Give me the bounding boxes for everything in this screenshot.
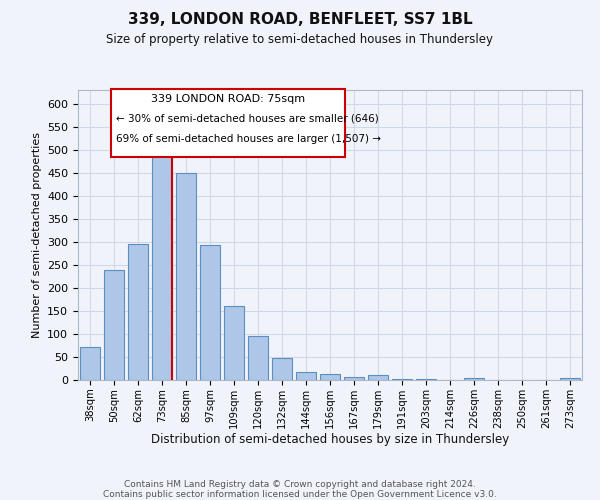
Text: 339, LONDON ROAD, BENFLEET, SS7 1BL: 339, LONDON ROAD, BENFLEET, SS7 1BL [128,12,472,28]
Bar [272,358,292,380]
Text: 69% of semi-detached houses are larger (1,507) →: 69% of semi-detached houses are larger (… [116,134,381,143]
Bar [176,173,196,380]
Bar [416,379,436,380]
Bar [344,377,364,380]
Bar [248,336,268,380]
Bar [464,378,484,380]
Text: Distribution of semi-detached houses by size in Thundersley: Distribution of semi-detached houses by … [151,432,509,446]
Bar [80,347,100,380]
Bar [152,156,172,380]
Text: Size of property relative to semi-detached houses in Thundersley: Size of property relative to semi-detach… [107,32,493,46]
Text: ← 30% of semi-detached houses are smaller (646): ← 30% of semi-detached houses are smalle… [116,113,379,123]
Bar [296,372,316,380]
Bar [560,378,580,380]
Text: Contains HM Land Registry data © Crown copyright and database right 2024.
Contai: Contains HM Land Registry data © Crown c… [103,480,497,500]
Bar [224,306,244,380]
Bar [200,245,220,380]
FancyBboxPatch shape [111,88,345,156]
Bar [368,376,388,380]
Bar [104,270,124,380]
Y-axis label: Number of semi-detached properties: Number of semi-detached properties [32,132,41,338]
Bar [392,379,412,380]
Bar [320,374,340,380]
Bar [128,244,148,380]
Text: 339 LONDON ROAD: 75sqm: 339 LONDON ROAD: 75sqm [151,94,305,104]
